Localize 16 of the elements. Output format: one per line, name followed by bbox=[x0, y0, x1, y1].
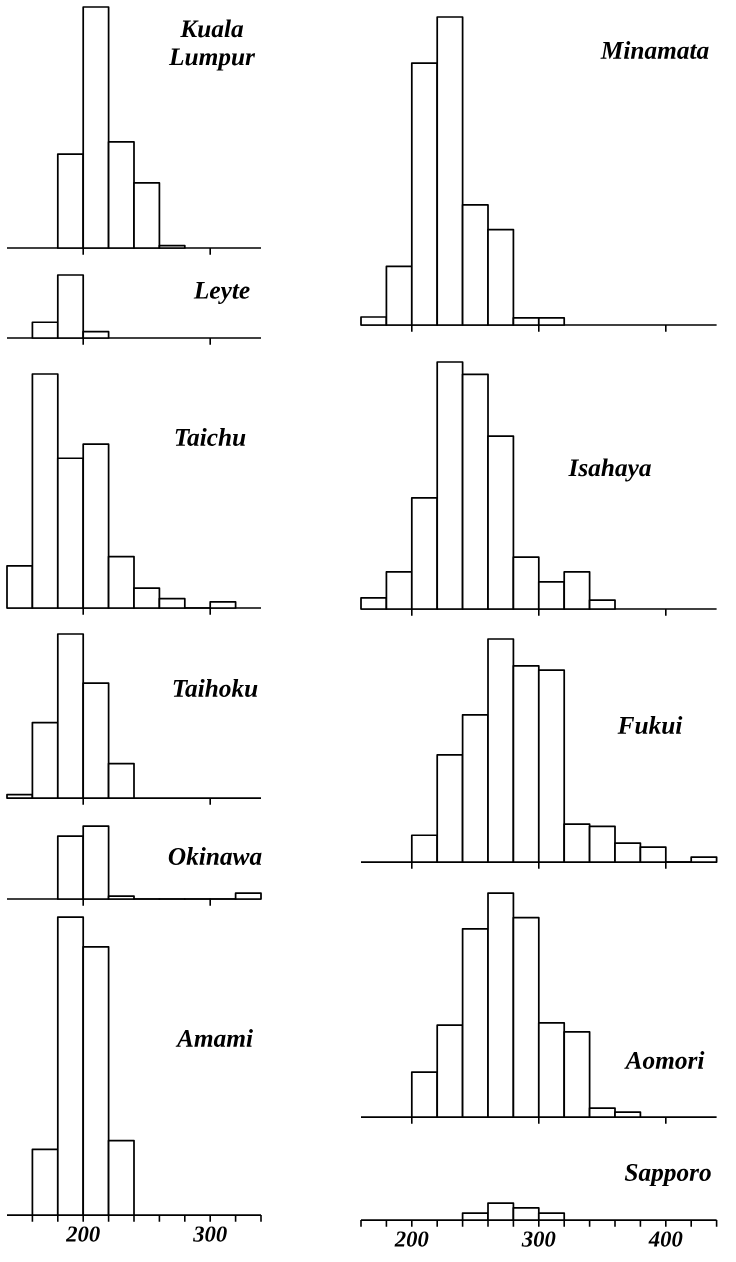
text: Taihoku bbox=[173, 679, 258, 697]
text: Amami bbox=[175, 1029, 253, 1047]
x-tick-label: 200 bbox=[394, 1231, 429, 1247]
text: Fukui bbox=[617, 716, 683, 734]
text: Aomori bbox=[624, 1051, 705, 1069]
x-tick-label: 300 bbox=[193, 1226, 227, 1242]
text: Taichu bbox=[175, 428, 246, 446]
text: Minamata bbox=[600, 41, 709, 59]
x-tick-label: 300 bbox=[521, 1231, 556, 1247]
text: Kuala Lumpur bbox=[168, 19, 256, 71]
chart-title: Sapporo bbox=[624, 1163, 711, 1187]
x-tick-label: 400 bbox=[648, 1231, 683, 1247]
text: Isahaya bbox=[568, 458, 651, 482]
chart-title: Leyte bbox=[193, 281, 250, 305]
text: Okinawa bbox=[168, 847, 262, 865]
x-tick-label: 200 bbox=[65, 1226, 100, 1242]
